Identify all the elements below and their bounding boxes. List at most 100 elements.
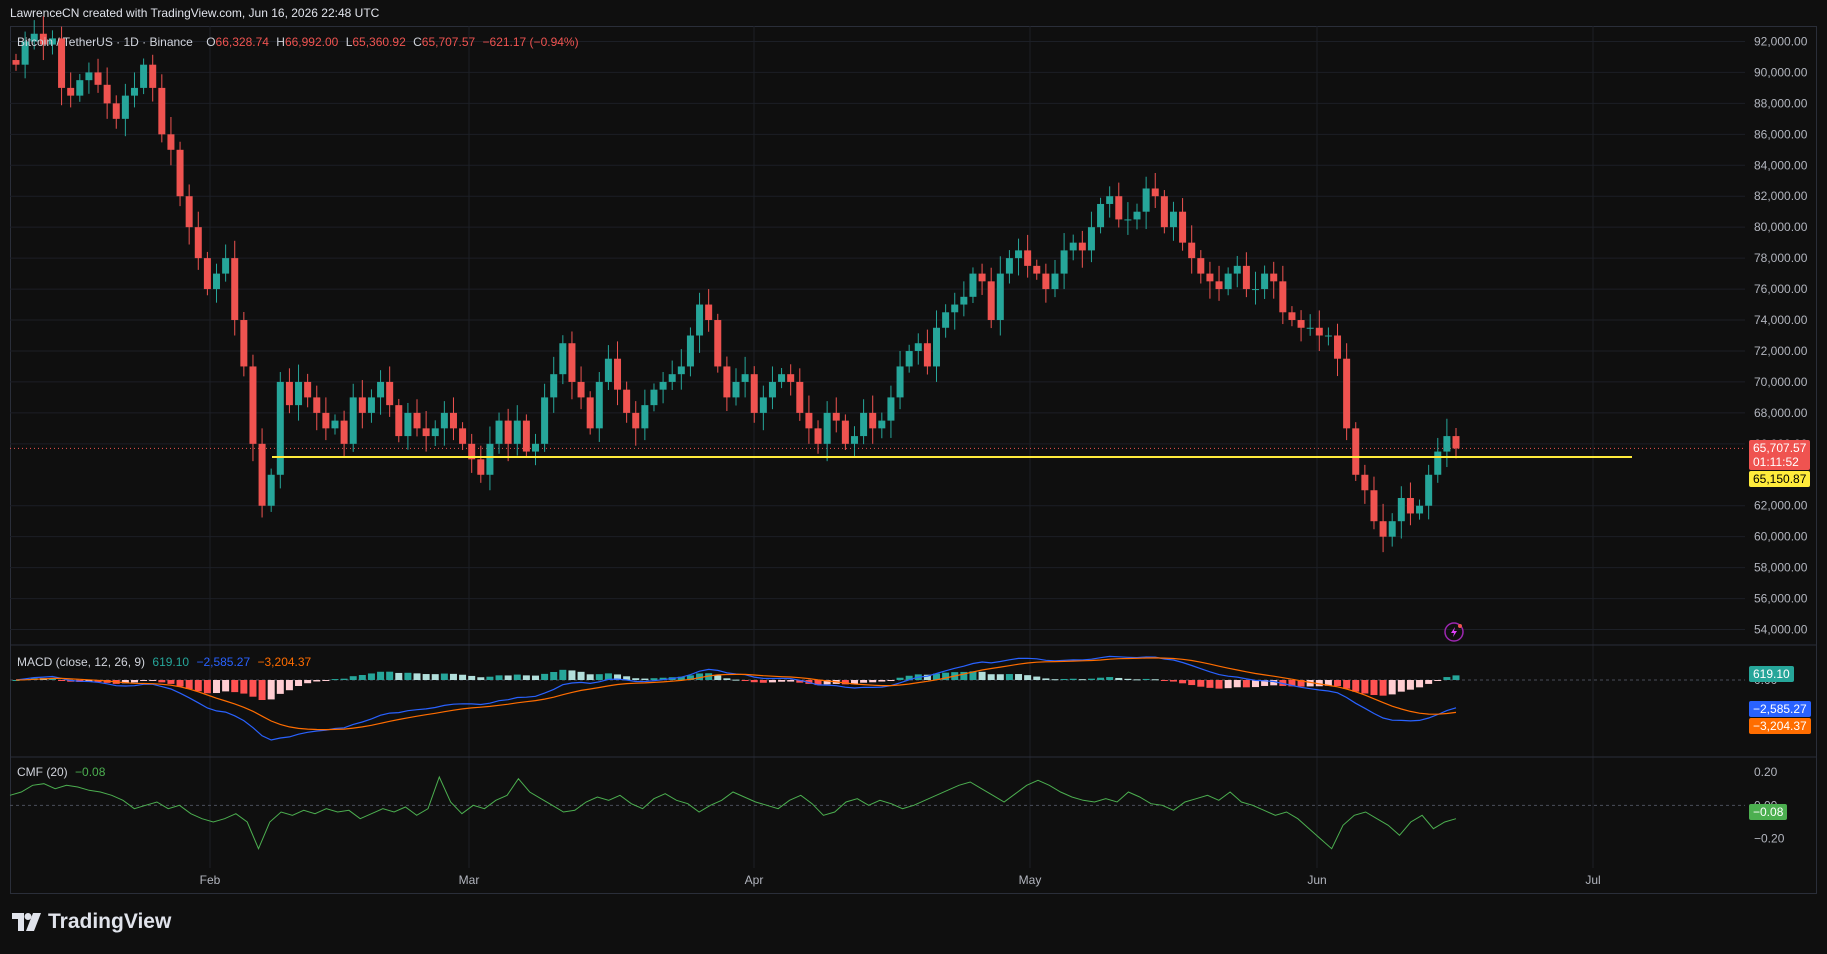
candle-body (422, 428, 430, 437)
macd-histogram-bar (1233, 680, 1241, 688)
price-tick-label: 60,000.00 (1754, 530, 1808, 544)
candle-body (358, 397, 366, 413)
candle-body (1078, 242, 1086, 251)
symbol-name[interactable]: Bitcoin / TetherUS · 1D · Binance (17, 35, 193, 49)
candle-body (1288, 312, 1296, 321)
candle-body (550, 374, 558, 398)
tradingview-brand[interactable]: TradingView (12, 910, 171, 934)
macd-histogram-bar (1069, 678, 1077, 680)
candle-body (568, 343, 576, 382)
candle-body (58, 38, 66, 88)
macd-histogram-bar (541, 673, 549, 680)
macd-histogram-bar (741, 680, 749, 681)
candle-body (1242, 265, 1250, 290)
price-tick-label: 54,000.00 (1754, 623, 1808, 637)
candle-body (1051, 273, 1059, 290)
macd-histogram-bar (1334, 680, 1342, 687)
macd-histogram-bar (449, 673, 457, 680)
macd-histogram-bar (1434, 680, 1442, 681)
macd-histogram-bar (677, 676, 685, 680)
price-axis: 92,000.00 90,000.00 88,000.00 86,000.00 84,0… (1754, 34, 1808, 636)
macd-signal-line (15, 657, 1457, 731)
macd-histogram-bar (249, 680, 257, 697)
macd-histogram-bar (586, 674, 594, 680)
macd-histogram-bar (1261, 680, 1269, 686)
candle-body (741, 374, 749, 382)
macd-histogram-bar (860, 680, 868, 683)
macd-histogram-bar (1251, 680, 1259, 688)
macd-histogram-bar (140, 680, 148, 681)
macd-histogram-bar (413, 673, 421, 680)
candle-body (404, 412, 412, 437)
candle-body (787, 374, 795, 382)
candle-body (905, 350, 913, 367)
candle-body (203, 258, 211, 290)
candle-body (714, 320, 722, 367)
candle-body (1042, 273, 1050, 290)
candle-body (12, 60, 20, 65)
candle-body (213, 273, 221, 290)
open-value: 66,328.74 (215, 35, 269, 49)
candle-body (841, 420, 849, 444)
candle-body (1434, 451, 1442, 475)
candles (12, 16, 1460, 553)
candle-body (1151, 188, 1159, 197)
candle-body (322, 412, 330, 429)
macd-histogram-bar (377, 671, 385, 680)
macd-histogram-bar (340, 678, 348, 680)
macd-histogram-bar (1406, 680, 1414, 690)
close-label: C (413, 35, 422, 49)
candle-body (1315, 327, 1323, 336)
macd-histogram-bar (1087, 678, 1095, 680)
candle-body (1388, 521, 1396, 537)
candle-body (522, 420, 530, 452)
candle-body (367, 397, 375, 413)
candle-body (987, 281, 995, 321)
candle-body (750, 374, 758, 413)
macd-histogram-bar (1343, 680, 1351, 689)
macd-histogram-bar (559, 669, 567, 680)
candle-body (1297, 320, 1305, 328)
candle-body (1188, 242, 1196, 259)
candle-body (541, 397, 549, 444)
macd-histogram-bar (1288, 680, 1296, 687)
candle-body (696, 304, 704, 336)
macd-legend[interactable]: MACD (close, 12, 26, 9) 619.10 −2,585.27… (17, 655, 315, 669)
candle-body (240, 320, 248, 367)
candle-body (1124, 219, 1132, 221)
candle-body (595, 381, 603, 429)
candle-body (723, 366, 731, 398)
macd-histogram-bar (367, 673, 375, 680)
macd-histogram-bar (1188, 680, 1196, 686)
candle-body (1270, 273, 1278, 282)
candle-body (349, 397, 357, 444)
cmf-legend[interactable]: CMF (20) −0.08 (17, 765, 109, 779)
cmf-value: −0.08 (75, 765, 106, 779)
macd-histogram-bar (723, 678, 731, 680)
candle-body (677, 366, 685, 375)
candle-body (814, 428, 822, 444)
macd-histogram-bar (468, 675, 476, 680)
macd-histogram-bar (659, 677, 667, 680)
candle-body (1142, 188, 1150, 212)
candle-body (94, 72, 102, 85)
macd-histogram-bar (486, 676, 494, 680)
open-label: O (206, 35, 216, 49)
macd-histogram-bar (1097, 677, 1105, 680)
candle-body (1306, 327, 1314, 329)
alert-icon[interactable] (1444, 622, 1464, 642)
candle-body (942, 312, 950, 328)
candle-body (1015, 250, 1023, 259)
candle-body (768, 381, 776, 398)
candle-body (951, 304, 959, 313)
candle-body (267, 474, 275, 506)
candle-body (459, 428, 467, 444)
macd-histogram-bar (185, 680, 193, 690)
macd-histogram-bar (431, 674, 439, 680)
candle-body (486, 443, 494, 475)
candle-body (295, 381, 303, 406)
price-tick-label: 70,000.00 (1754, 375, 1808, 389)
candle-body (1087, 227, 1095, 251)
macd-hist-tag: 619.10 (1749, 666, 1794, 682)
